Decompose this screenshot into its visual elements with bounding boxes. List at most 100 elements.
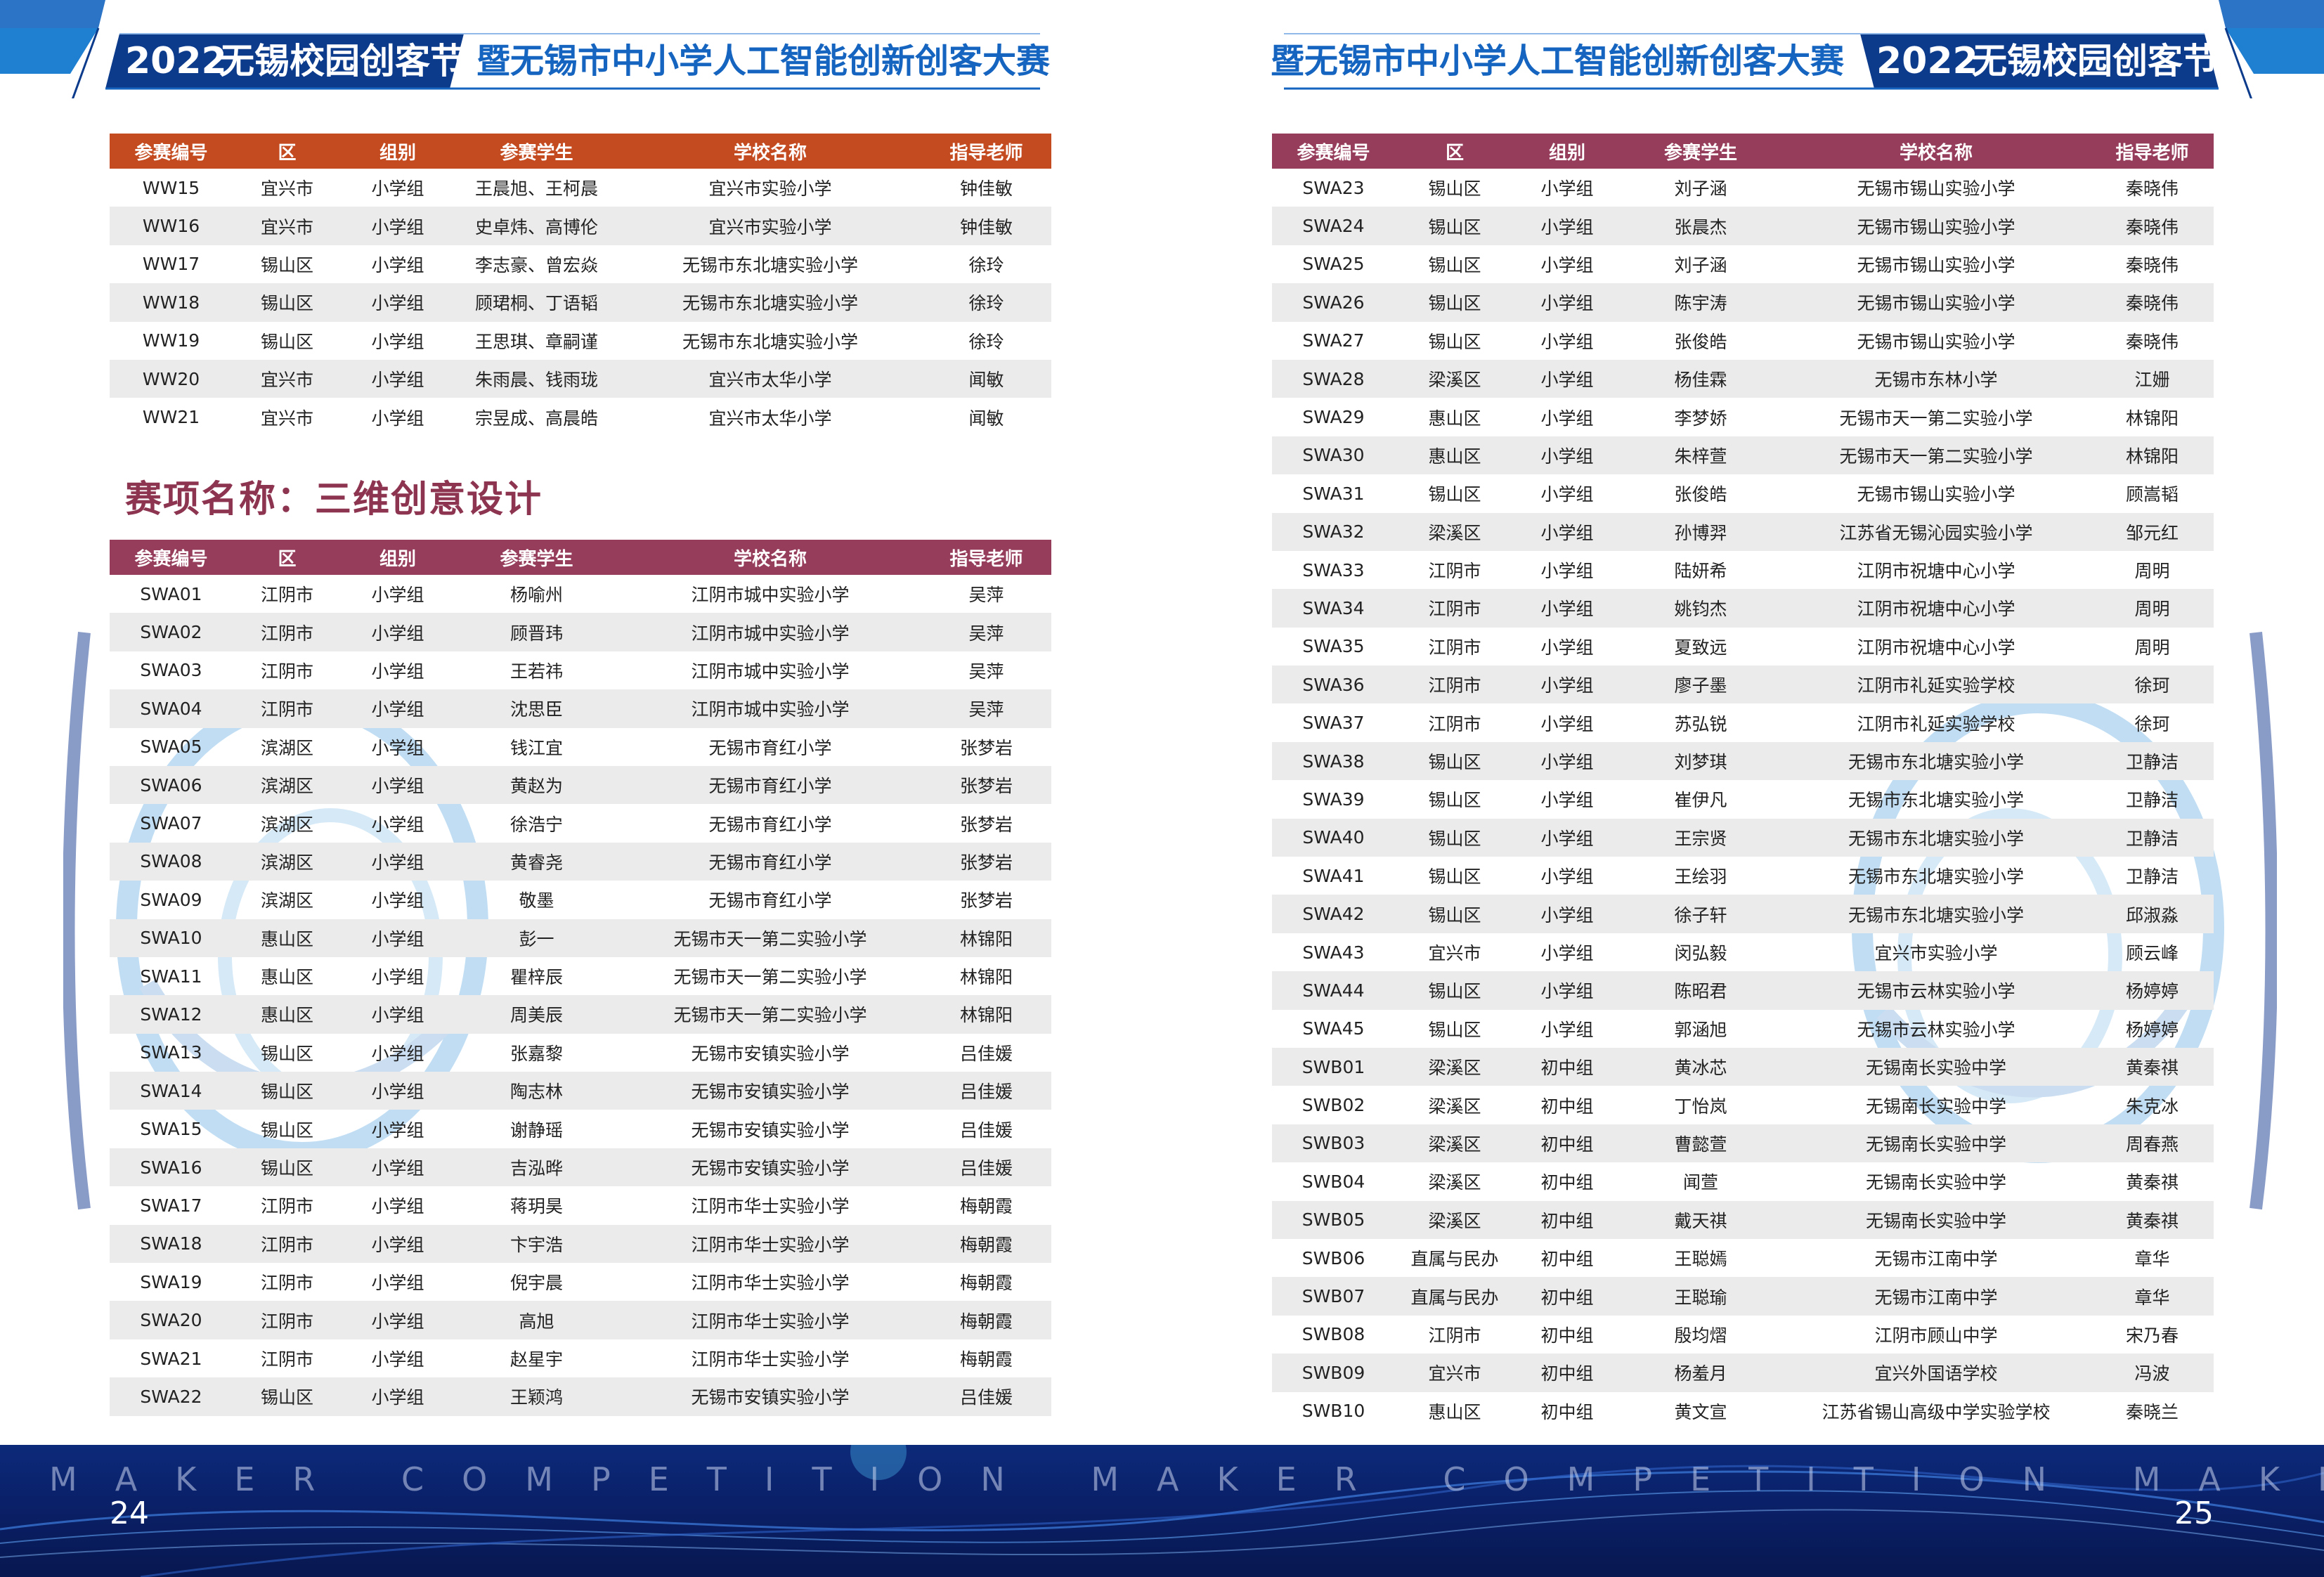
cell-district: 惠山区: [1428, 1401, 1481, 1422]
cell-school: 江阴市华士实验小学: [691, 1196, 850, 1217]
cell-group: 小学组: [342, 613, 454, 651]
col-district: 区: [1395, 134, 1514, 169]
cell-id: SWA03: [140, 660, 202, 681]
cell-group: 小学组: [371, 890, 424, 911]
cell-id: SWA01: [140, 583, 202, 604]
page-number-left: 24: [110, 1495, 149, 1531]
cell-district: 惠山区: [233, 919, 342, 957]
col-group: 组别: [342, 540, 454, 575]
cell-group: 小学组: [1540, 254, 1594, 275]
cell-teacher: 吕佳媛: [921, 1377, 1051, 1416]
cell-id: SWA19: [140, 1271, 202, 1292]
cell-district: 江阴市: [1428, 561, 1481, 582]
cell-group: 小学组: [371, 408, 424, 429]
cell-district: 锡山区: [1428, 179, 1481, 200]
cell-students: 王聪瑜: [1620, 1277, 1781, 1316]
cell-teacher: 吴萍: [968, 661, 1004, 682]
cell-school: 江阴市华士实验小学: [691, 1273, 850, 1294]
cell-group: 小学组: [371, 254, 424, 275]
cell-teacher: 宋乃春: [2125, 1325, 2179, 1346]
table-row: SWA44 锡山区 小学组 陈昭君 无锡市云林实验小学 杨婷婷: [1272, 971, 2214, 1010]
cell-school: 无锡市天一第二实验小学: [619, 919, 921, 957]
cell-group: 小学组: [1540, 1019, 1594, 1040]
cell-id: SWA26: [1272, 283, 1395, 322]
footer-wave-decoration: [0, 1445, 2324, 1577]
cell-district: 锡山区: [233, 1072, 342, 1110]
cell-district: 锡山区: [1428, 331, 1481, 352]
cell-group: 小学组: [1514, 895, 1620, 933]
cell-students: 崔伊凡: [1674, 790, 1727, 811]
cell-id: SWB10: [1301, 1401, 1365, 1422]
cell-students: 瞿梓辰: [509, 967, 563, 988]
cell-district: 锡山区: [1428, 254, 1481, 275]
cell-id: SWA20: [110, 1301, 233, 1339]
cell-district: 江阴市: [233, 1224, 342, 1264]
cell-group: 小学组: [371, 179, 424, 200]
cell-school: 无锡市东北塘实验小学: [682, 331, 858, 352]
cell-group: 小学组: [342, 919, 454, 957]
cell-students: 王宗贤: [1620, 818, 1781, 857]
cell-school: 宜兴外国语学校: [1781, 1354, 2091, 1392]
cell-students: 王晨旭、王柯晨: [474, 179, 598, 200]
cell-school: 无锡市育红小学: [619, 765, 921, 805]
cell-group: 小学组: [342, 1148, 454, 1187]
cell-teacher: 周春燕: [2091, 1124, 2214, 1163]
cell-school: 江阴市华士实验小学: [619, 1301, 921, 1339]
cell-group: 初中组: [1514, 1200, 1620, 1239]
header-right-festival: 无锡校园创客节: [1972, 41, 2218, 82]
cell-students: 黄睿尧: [454, 842, 619, 881]
col-group: 组别: [342, 134, 454, 169]
cell-district: 锡山区: [233, 1148, 342, 1187]
cell-id: WW20: [110, 359, 233, 398]
cell-group: 小学组: [342, 842, 454, 881]
cell-school: 无锡市东北塘实验小学: [1781, 818, 2091, 857]
cell-school: 江阴市祝塘中心小学: [1857, 561, 2015, 582]
cell-students: 戴天祺: [1620, 1200, 1781, 1239]
cell-id: SWA16: [110, 1148, 233, 1187]
cell-group: 小学组: [1514, 741, 1620, 781]
cell-group: 初中组: [1540, 1172, 1594, 1193]
cell-students: 郭涵旭: [1674, 1019, 1727, 1040]
cell-district: 锡山区: [260, 1120, 313, 1141]
cell-students: 杨喻州: [509, 585, 563, 606]
cell-students: 谢静瑶: [509, 1120, 563, 1141]
cell-id: SWA42: [1272, 895, 1395, 933]
cell-group: 小学组: [1514, 512, 1620, 551]
cell-district: 滨湖区: [260, 737, 313, 758]
table-row: SWA20 江阴市 小学组 高旭 江阴市华士实验小学 梅朝霞: [110, 1301, 1051, 1339]
cell-teacher: 周明: [2091, 589, 2214, 628]
cell-teacher: 杨婷婷: [2091, 971, 2214, 1010]
cell-id: SWA28: [1272, 359, 1395, 398]
col-id: 参赛编号: [110, 134, 233, 169]
cell-group: 初中组: [1540, 1401, 1594, 1422]
header-left-subtitle: 暨无锡市中小学人工智能创新创客大赛: [476, 41, 1051, 81]
cell-students: 宗昱成、高晨皓: [474, 408, 598, 429]
cell-teacher: 卫静洁: [2125, 790, 2179, 811]
cell-district: 梁溪区: [1428, 1172, 1481, 1193]
cell-teacher: 黄秦祺: [2125, 1172, 2179, 1193]
cell-teacher: 卫静洁: [2091, 741, 2214, 781]
cell-group: 初中组: [1540, 1249, 1594, 1270]
header-right-year: 2022: [1876, 40, 1978, 82]
table-row: SWA37 江阴市 小学组 苏弘锐 江阴市礼延实验学校 徐珂: [1272, 703, 2214, 741]
cell-group: 小学组: [1540, 713, 1594, 734]
cell-group: 小学组: [1540, 637, 1594, 658]
cell-students: 陈宇涛: [1620, 283, 1781, 322]
cell-district: 惠山区: [1428, 408, 1481, 429]
cell-students: 闻萱: [1682, 1172, 1718, 1193]
cell-teacher: 徐玲: [968, 254, 1004, 275]
cell-school: 无锡市安镇实验小学: [691, 1043, 850, 1064]
cell-school: 无锡南长实验中学: [1781, 1200, 2091, 1239]
table-row: SWA36 江阴市 小学组 廖子墨 江阴市礼延实验学校 徐珂: [1272, 666, 2214, 704]
col-school: 学校名称: [619, 540, 921, 575]
page-number-right: 25: [2174, 1495, 2214, 1531]
cell-district: 锡山区: [260, 331, 313, 352]
cell-students: 彭一: [454, 919, 619, 957]
cell-students: 李志豪、曾宏焱: [474, 254, 598, 275]
table-row: SWA07 滨湖区 小学组 徐浩宁 无锡市育红小学 张梦岩: [110, 804, 1051, 842]
table-row: SWA13 锡山区 小学组 张嘉黎 无锡市安镇实验小学 吕佳媛: [110, 1034, 1051, 1072]
cell-students: 孙博羿: [1620, 512, 1781, 551]
table-row: SWA25 锡山区 小学组 刘子涵 无锡市锡山实验小学 秦晓伟: [1272, 245, 2214, 283]
cell-school: 无锡市天一第二实验小学: [1781, 436, 2091, 475]
cell-school: 无锡南长实验中学: [1781, 1124, 2091, 1163]
